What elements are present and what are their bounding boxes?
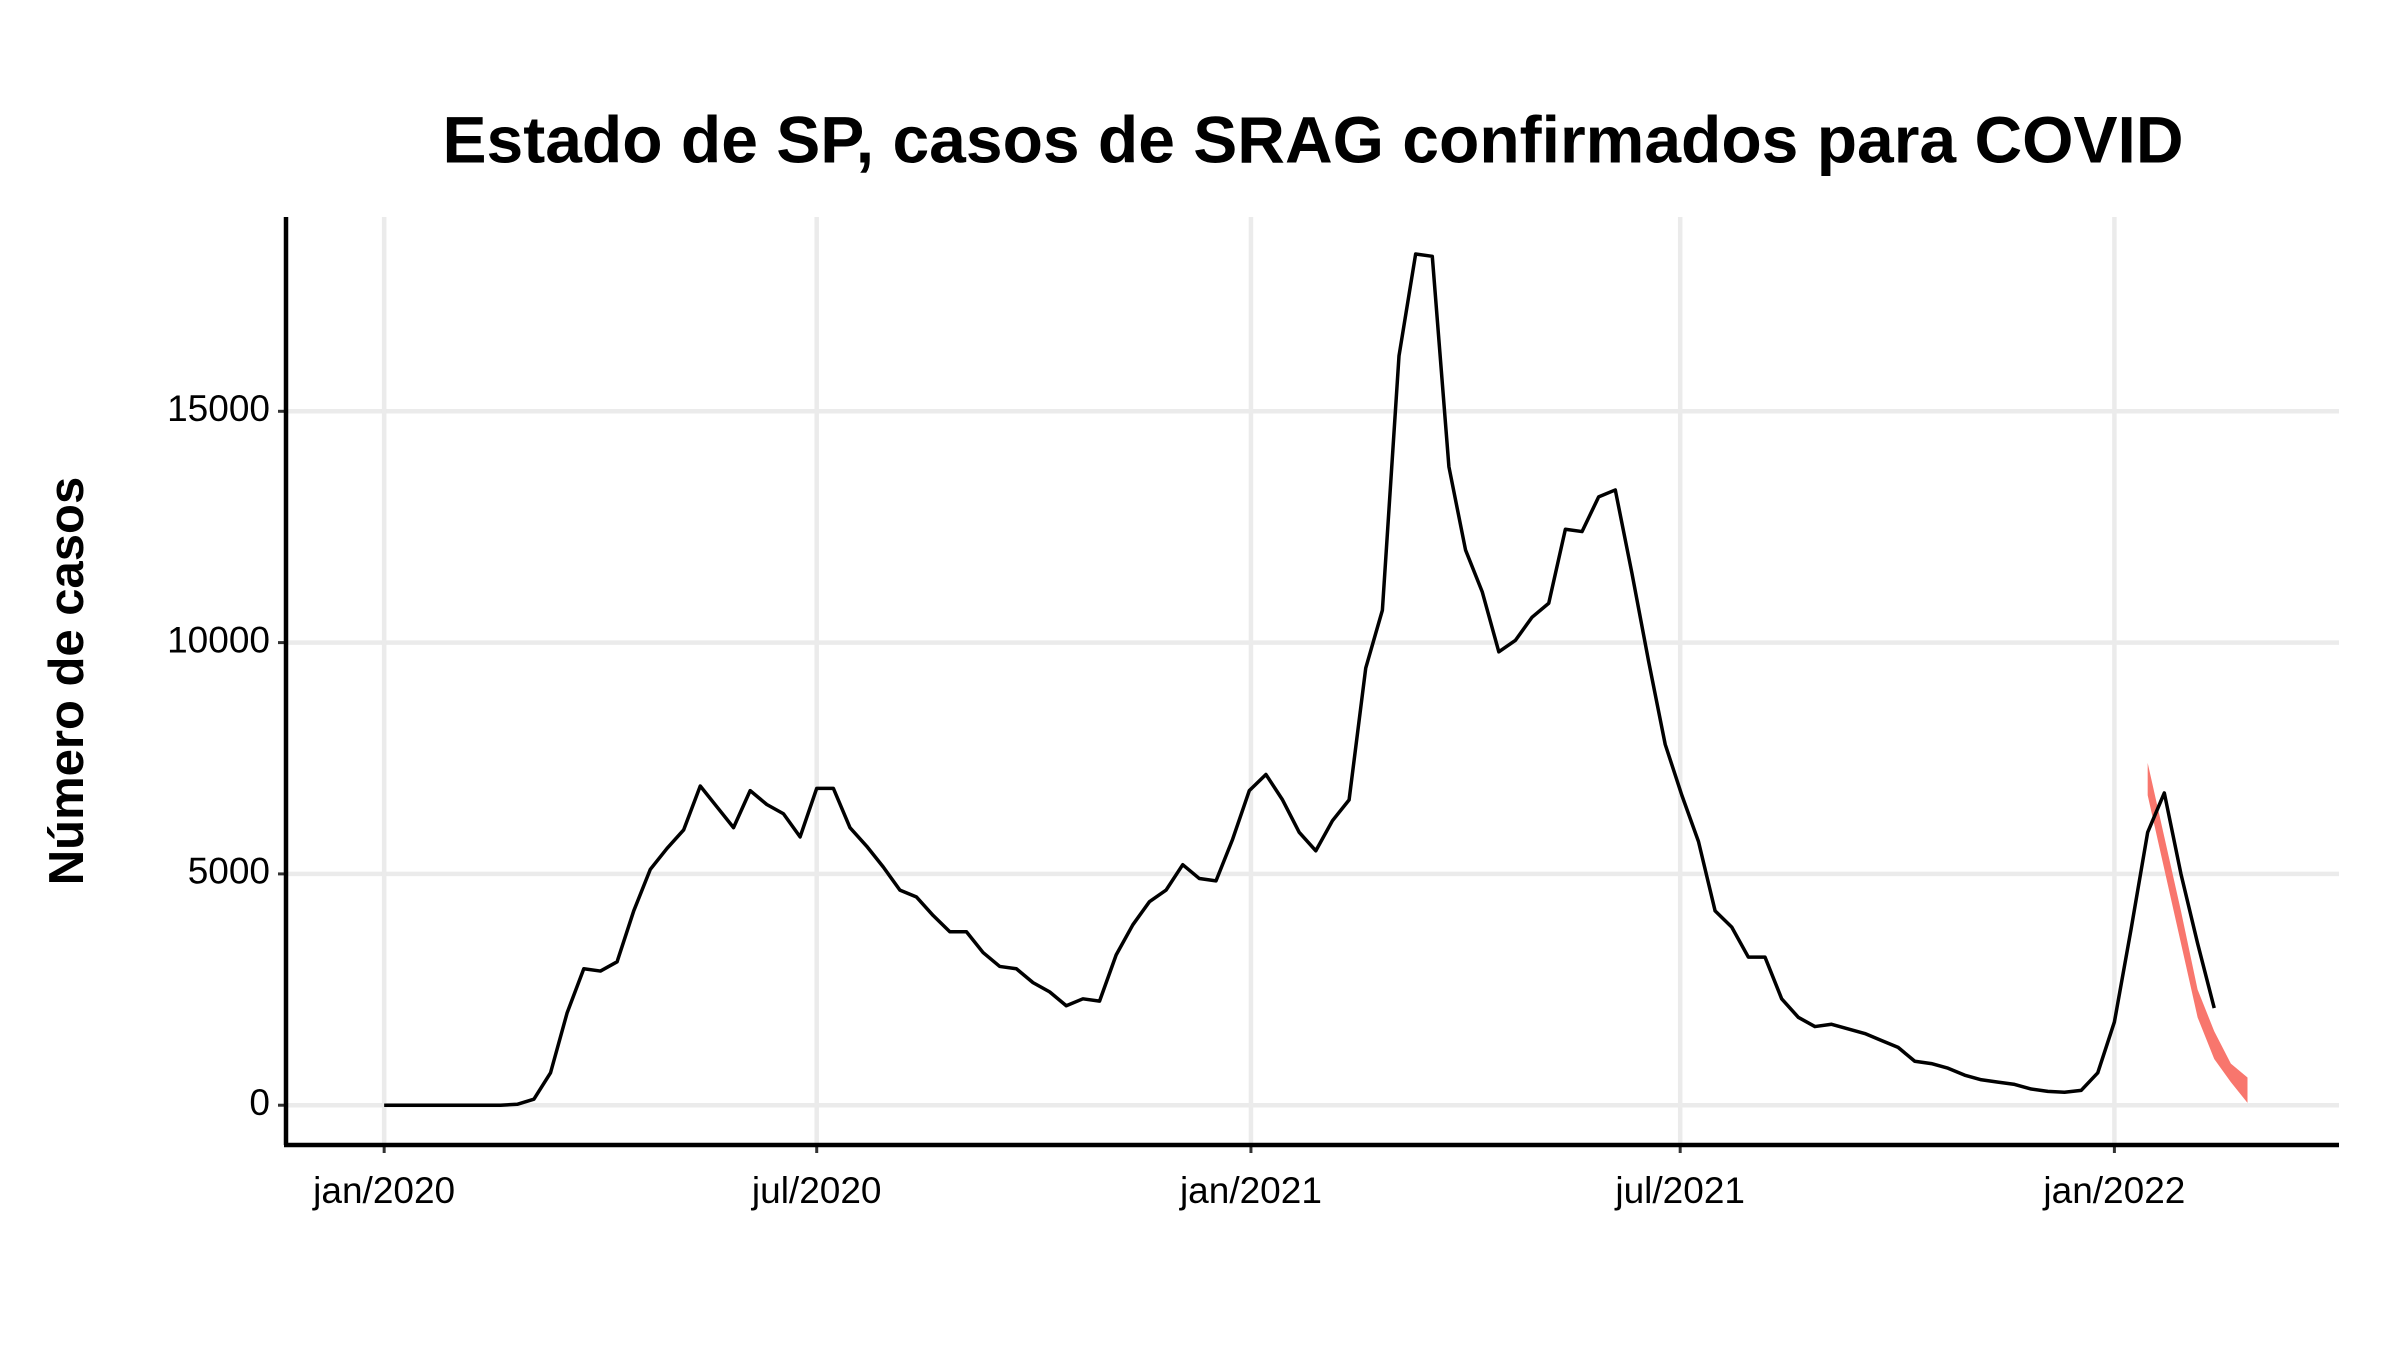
y-axis-label: Número de casos	[40, 477, 94, 886]
x-tick-label: jan/2020	[312, 1170, 455, 1211]
y-tick-label: 5000	[188, 851, 270, 892]
chart-title: Estado de SP, casos de SRAG confirmados …	[443, 102, 2184, 176]
x-tick-label: jul/2021	[1614, 1170, 1745, 1211]
y-tick-label: 10000	[167, 619, 270, 660]
x-tick-label: jan/2022	[2042, 1170, 2185, 1211]
y-tick-label: 0	[249, 1082, 270, 1123]
data-line	[384, 252, 2216, 1107]
y-tick-label: 15000	[167, 388, 270, 429]
x-tick-label: jul/2020	[751, 1170, 882, 1211]
x-tick-label: jan/2021	[1179, 1170, 1322, 1211]
